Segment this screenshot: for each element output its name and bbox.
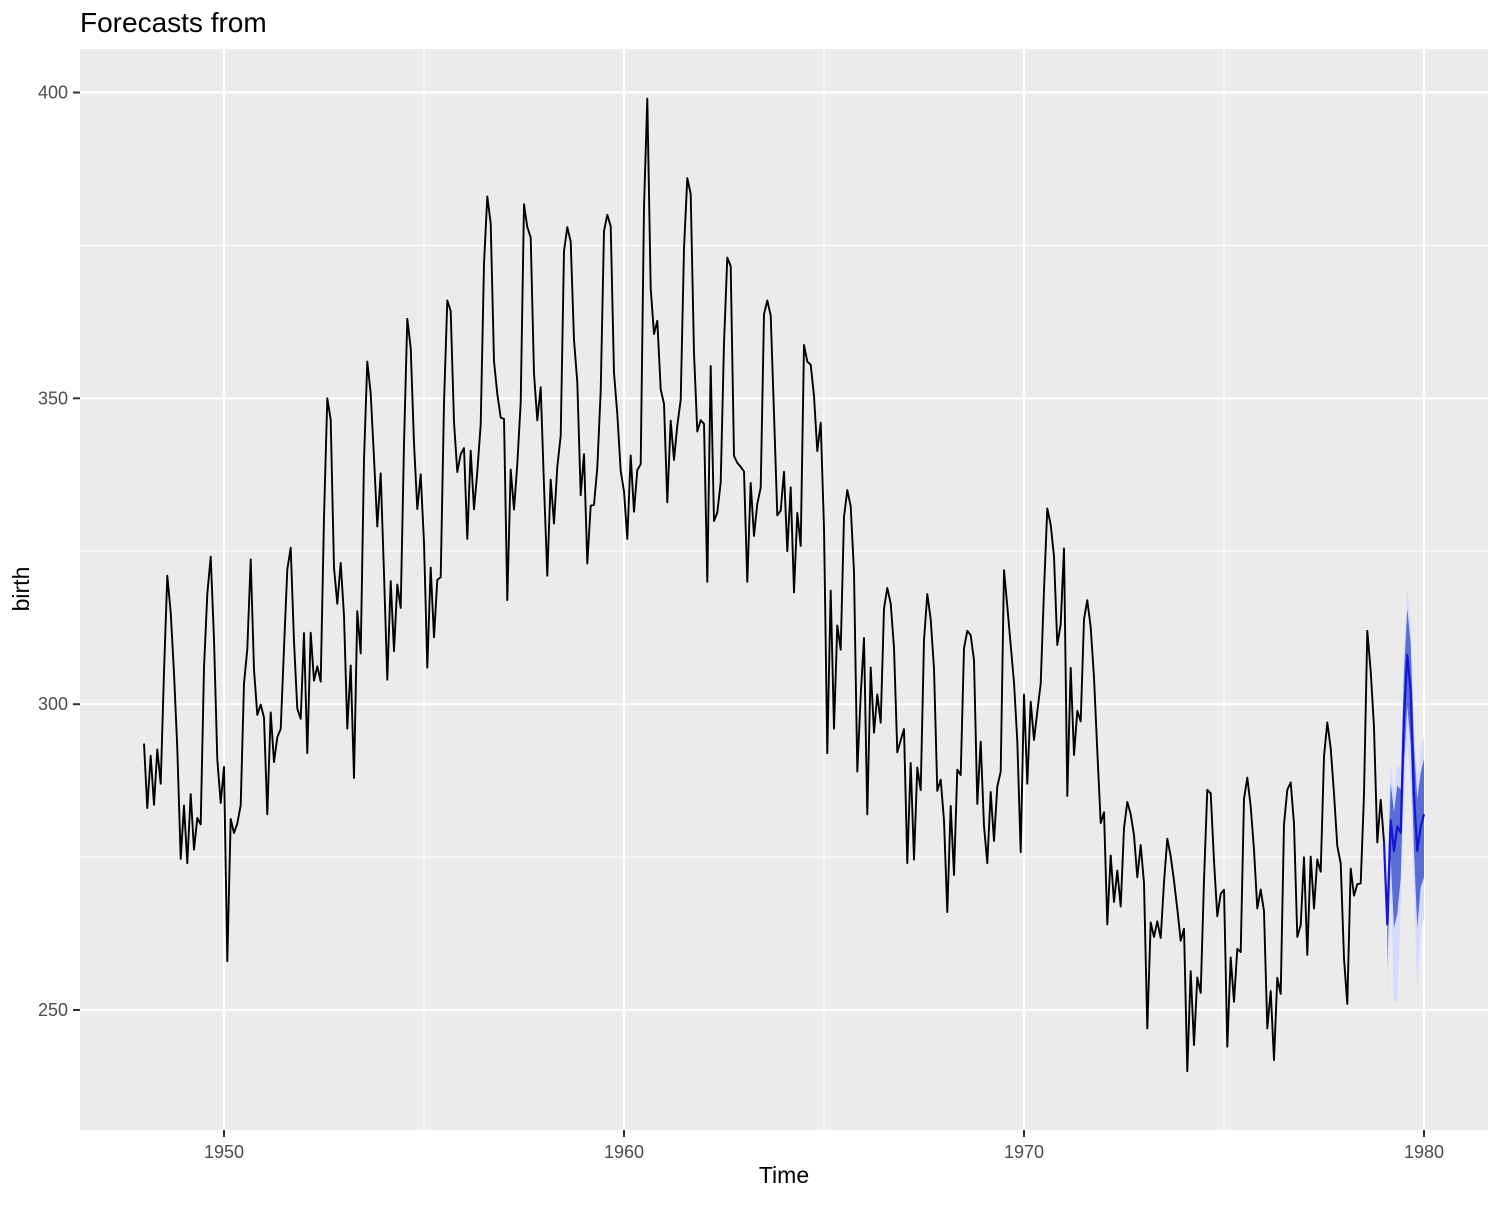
- svg-text:Forecasts from: Forecasts from: [80, 7, 267, 38]
- svg-text:Time: Time: [759, 1162, 809, 1188]
- svg-text:400: 400: [38, 83, 68, 103]
- svg-text:1960: 1960: [604, 1142, 644, 1162]
- svg-text:birth: birth: [8, 567, 34, 612]
- svg-text:300: 300: [38, 694, 68, 714]
- svg-text:1970: 1970: [1004, 1142, 1044, 1162]
- svg-text:250: 250: [38, 1000, 68, 1020]
- svg-text:1980: 1980: [1404, 1142, 1444, 1162]
- svg-text:350: 350: [38, 388, 68, 408]
- svg-text:1950: 1950: [204, 1142, 244, 1162]
